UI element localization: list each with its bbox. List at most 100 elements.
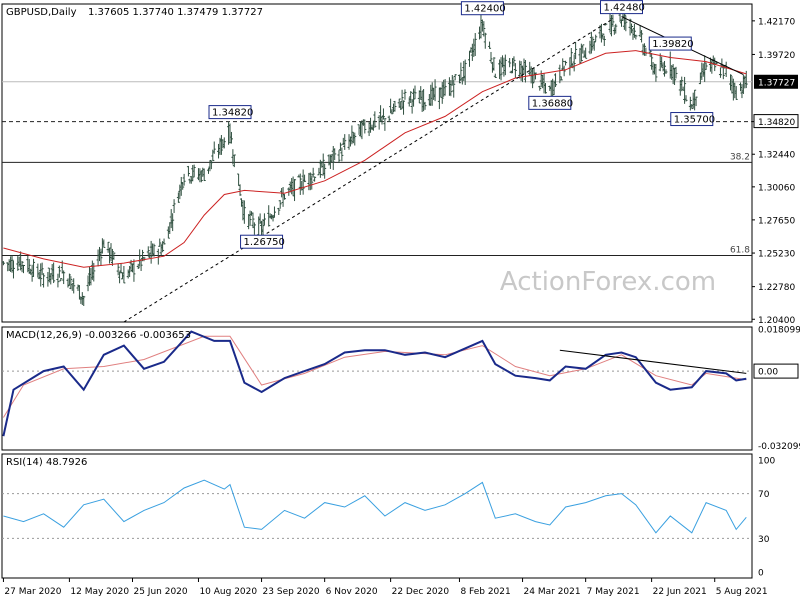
price-pane: 1.42170 1.39720 1.34820 1.32440 1.30060 1.276… bbox=[1, 0, 799, 326]
date-tick-label: 22 Jun 2021 bbox=[653, 587, 707, 597]
rsi-pane: 100 70 30 0 bbox=[2, 457, 775, 579]
ohlc-bar bbox=[222, 137, 226, 149]
price-ytick-label: 1.25230 bbox=[758, 250, 795, 260]
macd-zero-box bbox=[753, 363, 799, 379]
ohlc-bar bbox=[728, 74, 732, 91]
ohlc-bar bbox=[399, 101, 403, 110]
ohlc-bar bbox=[303, 174, 307, 183]
ohlc-bar bbox=[110, 248, 114, 266]
date-tick-label: 22 Dec 2020 bbox=[392, 587, 450, 597]
ohlc-bar bbox=[69, 276, 73, 290]
ohlc-bar bbox=[149, 240, 153, 264]
ohlc-bar bbox=[229, 131, 233, 144]
ohlc-bar bbox=[592, 41, 596, 51]
ohlc-bar bbox=[634, 34, 638, 40]
ohlc-bar bbox=[381, 108, 385, 120]
ohlc-bar bbox=[301, 169, 305, 195]
ohlc-bar bbox=[654, 63, 658, 82]
ohlc-bar bbox=[572, 54, 576, 72]
ohlc-bar bbox=[482, 21, 486, 37]
ohlc-bar bbox=[584, 47, 588, 59]
ohlc-bar bbox=[694, 96, 698, 107]
ohlc-bar bbox=[417, 90, 421, 104]
ohlc-bar bbox=[192, 164, 196, 178]
ohlc-bar bbox=[589, 31, 593, 54]
ohlc-bar bbox=[182, 173, 186, 186]
ohlc-bar bbox=[492, 57, 496, 71]
ohlc-bar bbox=[393, 100, 397, 112]
ohlc-bar bbox=[459, 62, 463, 82]
ohlc-bar bbox=[452, 79, 456, 98]
ohlc-bar bbox=[262, 213, 266, 226]
ohlc-bar bbox=[453, 74, 457, 81]
ohlc-bar bbox=[99, 248, 103, 266]
ohlc-bar bbox=[278, 200, 282, 209]
price-ytick-label: 1.27650 bbox=[758, 216, 795, 226]
ohlc-bar bbox=[199, 170, 203, 183]
ohlc-bar bbox=[508, 58, 512, 68]
ohlc-bar bbox=[562, 65, 566, 77]
macd-ytick-label: 0.018099 bbox=[758, 326, 800, 336]
ohlc-bar bbox=[543, 83, 547, 94]
date-tick-label: 7 May 2021 bbox=[587, 587, 640, 597]
macd-line bbox=[2, 330, 747, 437]
ohlc-bar bbox=[277, 207, 281, 216]
annotation-label: 1.42400 bbox=[464, 4, 505, 15]
macd-pane: 0.018099 -0.032099 0.00 bbox=[2, 326, 800, 452]
ohlc-bar bbox=[611, 14, 615, 27]
ohlc-bar bbox=[122, 266, 126, 284]
ohlc-bar bbox=[40, 262, 44, 276]
ohlc-bar bbox=[591, 36, 595, 49]
ohlc-bar bbox=[32, 258, 36, 277]
ohlc-bar bbox=[523, 59, 527, 83]
ohlc-bar bbox=[664, 69, 668, 75]
ohlc-bar bbox=[397, 98, 401, 108]
ohlc-bar bbox=[734, 86, 738, 100]
ohlc-bar bbox=[82, 295, 86, 307]
ohlc-bar bbox=[59, 278, 63, 282]
annotation-box bbox=[460, 1, 504, 16]
date-tick-label: 10 Aug 2020 bbox=[199, 587, 257, 597]
ohlc-bar bbox=[680, 76, 684, 92]
ohlc-bar bbox=[333, 148, 337, 161]
ohlc-bar bbox=[298, 173, 302, 195]
annotation-box bbox=[208, 105, 252, 120]
ohlc-bar bbox=[489, 51, 493, 63]
ohlc-bar bbox=[363, 119, 367, 134]
ohlc-bar bbox=[499, 57, 503, 81]
date-tick-label: 25 Jun 2020 bbox=[133, 587, 187, 597]
date-tick-label: 23 Sep 2020 bbox=[263, 587, 320, 597]
ohlc-bar bbox=[628, 18, 632, 36]
ohlc-bar bbox=[272, 206, 276, 218]
ohlc-bar bbox=[423, 101, 427, 110]
ohlc-bar bbox=[467, 50, 471, 67]
ohlc-bar bbox=[578, 48, 582, 64]
ohlc-bar bbox=[1, 261, 5, 266]
ohlc-bar bbox=[558, 64, 562, 84]
ohlc-bar bbox=[674, 66, 678, 79]
ohlc-bar bbox=[690, 103, 694, 110]
ohlc-bar bbox=[219, 135, 223, 155]
annotation-label: 1.42480 bbox=[604, 3, 645, 14]
ohlc-bar bbox=[409, 91, 413, 103]
date-tick-label: 6 Nov 2020 bbox=[326, 587, 378, 597]
price-ytick-label: 1.22780 bbox=[758, 283, 795, 293]
annotation-box bbox=[648, 36, 692, 51]
ohlc-bar bbox=[20, 261, 24, 273]
ohlc-bar bbox=[574, 41, 578, 60]
ohlc-bar bbox=[581, 44, 585, 54]
ohlc-bar bbox=[248, 210, 252, 226]
ohlc-bar bbox=[437, 87, 441, 110]
ohlc-bar bbox=[450, 74, 454, 86]
ohlc-bar bbox=[10, 255, 14, 273]
ohlc-bar bbox=[554, 73, 558, 88]
ohlc-bar bbox=[513, 63, 517, 79]
ohlc-bar bbox=[561, 58, 565, 71]
ohlc-bar bbox=[321, 153, 325, 176]
annotation-box bbox=[240, 234, 284, 249]
macd-ytick-label: -0.032099 bbox=[758, 442, 800, 452]
ohlc-bar bbox=[261, 218, 265, 237]
ohlc-bar bbox=[601, 33, 605, 40]
current-price-label: 1.37727 bbox=[758, 78, 795, 88]
